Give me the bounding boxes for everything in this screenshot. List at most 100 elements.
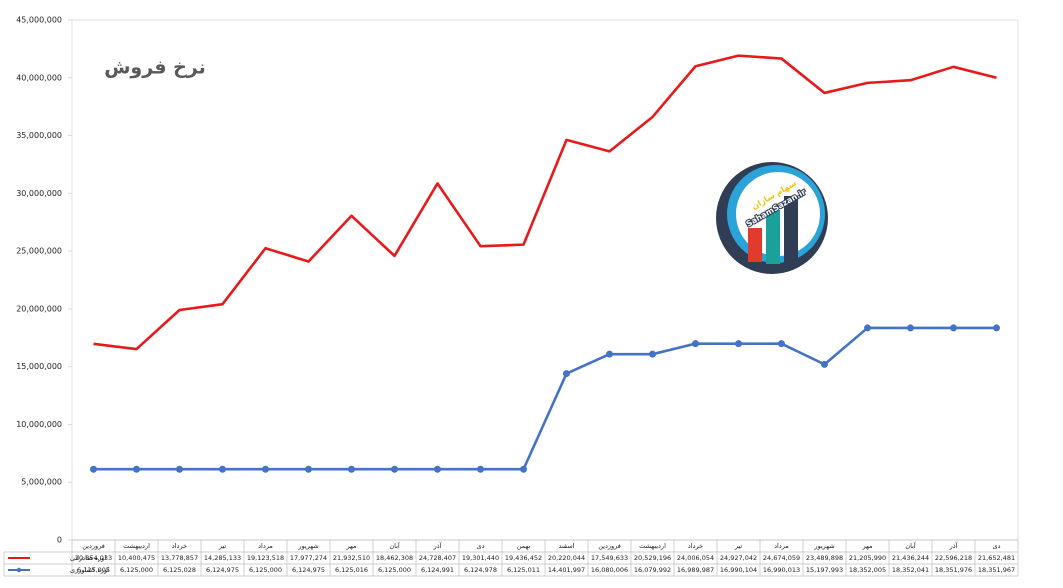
table-value: 21,205,990 (849, 554, 886, 562)
table-value: 22,596,218 (935, 554, 972, 562)
table-value: 6,125,000 (120, 566, 153, 574)
x-tick-label: بهمن (517, 542, 531, 550)
table-value: 6,125,016 (335, 566, 368, 574)
point (219, 465, 226, 473)
y-tick-label: 45,000,000 (16, 16, 62, 25)
x-tick-label: آذر (433, 541, 443, 550)
y-tick-label: 10,000,000 (16, 420, 62, 429)
table-value: 21,436,244 (892, 554, 929, 562)
table-value: 6,125,000 (249, 566, 282, 574)
table-value: 18,351,967 (978, 566, 1015, 574)
point (993, 324, 1000, 332)
point (262, 465, 269, 473)
point (821, 360, 828, 368)
table-value: 10,400,475 (118, 554, 155, 562)
table-value: 16,990,013 (763, 566, 800, 574)
x-tick-label: اردیبهشت (123, 542, 150, 550)
table-value: 17,977,274 (290, 554, 327, 562)
point (778, 340, 785, 348)
table-value: 15,197,993 (806, 566, 843, 574)
x-tick-label: مرداد (258, 542, 273, 550)
logo: سهام سازان SahamSazan.ir (716, 162, 828, 274)
table-value: 19,301,440 (462, 554, 499, 562)
table-value: 20,529,196 (634, 554, 671, 562)
table-value: 18,462,308 (376, 554, 413, 562)
table-value: 13,778,857 (161, 554, 198, 562)
point (391, 465, 398, 473)
table-value: 16,989,987 (677, 566, 714, 574)
table-value: 17,549,633 (591, 554, 628, 562)
point (907, 324, 914, 332)
table-value: 16,990,104 (720, 566, 757, 574)
point (477, 465, 484, 473)
point (950, 324, 957, 332)
table-value: 6,125,011 (507, 566, 540, 574)
table-value: 10,854,033 (75, 554, 112, 562)
point (434, 465, 441, 473)
x-tick-label: اردیبهشت (639, 542, 666, 550)
x-tick-label: شهریور (813, 542, 834, 550)
point (305, 465, 312, 473)
table-value: 18,351,976 (935, 566, 972, 574)
table-value: 14,401,997 (548, 566, 585, 574)
legend-marker (16, 567, 22, 573)
table-value: 23,489,898 (806, 554, 843, 562)
point (348, 465, 355, 473)
x-tick-label: آبان (389, 541, 401, 550)
table-value: 6,124,991 (421, 566, 454, 574)
x-tick-label: مرداد (774, 542, 789, 550)
point (176, 465, 183, 473)
y-tick-label: 35,000,000 (16, 131, 62, 140)
x-tick-label: شهریور (297, 542, 318, 550)
point (692, 340, 699, 348)
series-line (93, 54, 997, 351)
legend-label: اوره کشاورزی (70, 566, 109, 574)
table-value: 21,652,481 (978, 554, 1015, 562)
point (864, 324, 871, 332)
x-tick-label: فروردین (82, 542, 105, 550)
table-value: 6,124,975 (206, 566, 239, 574)
table-value: 14,285,133 (204, 554, 241, 562)
table-value: 6,125,028 (163, 566, 196, 574)
y-tick-label: 40,000,000 (16, 73, 62, 82)
x-tick-label: دی (993, 542, 1001, 550)
y-tick-label: 5,000,000 (21, 478, 62, 487)
table-value: 21,932,510 (333, 554, 370, 562)
x-tick-label: مهر (345, 542, 356, 550)
x-tick-label: آذر (949, 541, 959, 550)
y-tick-label: 20,000,000 (16, 304, 62, 313)
table-value: 18,352,005 (849, 566, 886, 574)
point (520, 465, 527, 473)
series-line (93, 326, 997, 471)
x-tick-label: خرداد (172, 542, 187, 550)
table-value: 6,125,005 (77, 566, 110, 574)
table-value: 24,006,054 (677, 554, 714, 562)
table-value: 18,352,041 (892, 566, 929, 574)
point (735, 340, 742, 348)
table-value: 16,080,006 (591, 566, 628, 574)
table-value: 20,220,044 (548, 554, 585, 562)
point (90, 465, 97, 473)
x-tick-label: تیر (218, 542, 227, 550)
table-value: 19,436,452 (505, 554, 542, 562)
table-value: 6,124,978 (464, 566, 497, 574)
table-value: 24,728,407 (419, 554, 456, 562)
table-value: 24,927,042 (720, 554, 757, 562)
y-tick-label: 25,000,000 (16, 247, 62, 256)
table-value: 19,123,518 (247, 554, 284, 562)
x-tick-label: تیر (734, 542, 743, 550)
point (649, 350, 656, 358)
y-tick-label: 0 (57, 536, 62, 545)
x-tick-label: مهر (861, 542, 872, 550)
x-tick-label: فروردین (598, 542, 621, 550)
x-tick-label: اسفند (559, 542, 575, 550)
x-tick-label: خرداد (688, 542, 703, 550)
point (133, 465, 140, 473)
y-tick-label: 15,000,000 (16, 362, 62, 371)
chart-title: نرخ فروش (104, 57, 206, 79)
x-tick-label: دی (477, 542, 485, 550)
x-tick-label: آبان (905, 541, 917, 550)
plot-border (71, 19, 1019, 541)
table-value: 6,124,975 (292, 566, 325, 574)
